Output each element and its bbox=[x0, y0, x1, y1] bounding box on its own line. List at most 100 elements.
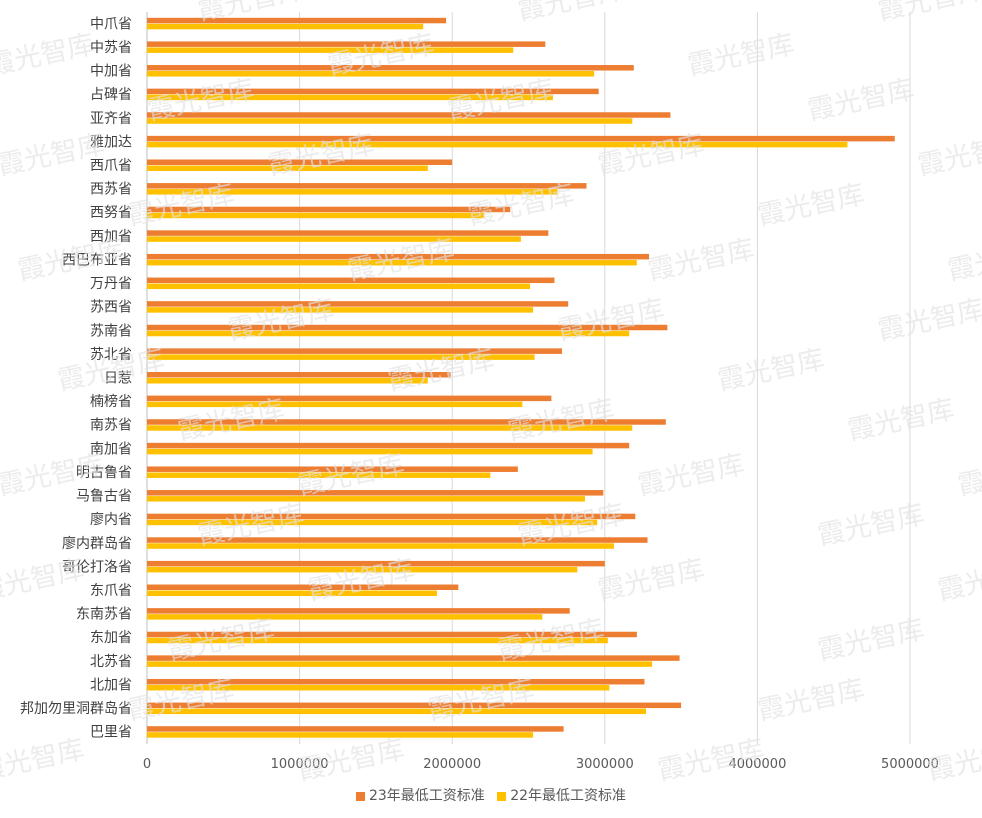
bar-22 bbox=[147, 684, 610, 691]
bar-22 bbox=[147, 472, 491, 478]
y-tick-label: 西努省 bbox=[90, 205, 132, 221]
y-tick-label: 北加省 bbox=[90, 677, 132, 693]
bar-22 bbox=[147, 165, 428, 171]
bar-22 bbox=[147, 189, 558, 195]
bar-22 bbox=[147, 708, 647, 715]
bar-22 bbox=[147, 590, 437, 597]
y-tick-label: 万丹省 bbox=[90, 276, 132, 292]
bar-22 bbox=[147, 732, 534, 738]
y-tick-label: 西苏省 bbox=[90, 182, 132, 198]
y-tick-label: 北苏省 bbox=[90, 654, 132, 670]
bar-23 bbox=[147, 419, 666, 425]
bar-23 bbox=[147, 41, 546, 47]
bar-22 bbox=[147, 236, 521, 242]
bar-23 bbox=[147, 537, 648, 543]
x-tick-label: 0 bbox=[143, 757, 151, 772]
bar-23 bbox=[147, 65, 634, 71]
x-tick-label: 3000000 bbox=[576, 757, 634, 772]
bar-23 bbox=[147, 490, 604, 496]
bar-22 bbox=[147, 378, 428, 384]
bar-22 bbox=[147, 566, 578, 573]
bar-22 bbox=[147, 330, 630, 337]
y-tick-label: 楠榜省 bbox=[90, 393, 132, 410]
legend-label-23: 23年最低工资标准 bbox=[368, 788, 485, 804]
bar-23 bbox=[147, 183, 587, 189]
bar-23 bbox=[147, 159, 453, 165]
bar-23 bbox=[147, 112, 671, 118]
bar-23 bbox=[147, 301, 569, 307]
bar-22 bbox=[147, 47, 514, 53]
x-tick-label: 2000000 bbox=[423, 757, 481, 772]
x-tick-label: 4000000 bbox=[728, 757, 786, 772]
y-tick-label: 廖内群岛省 bbox=[62, 535, 132, 552]
bar-23 bbox=[147, 17, 447, 24]
x-tick-label: 1000000 bbox=[271, 757, 329, 772]
y-tick-label: 廖内省 bbox=[90, 511, 132, 528]
bar-23 bbox=[147, 206, 511, 213]
bar-23 bbox=[147, 608, 570, 614]
y-tick-label: 南加省 bbox=[90, 441, 132, 457]
bar-22 bbox=[147, 401, 523, 408]
bar-23 bbox=[147, 513, 636, 520]
y-tick-label: 苏南省 bbox=[90, 323, 132, 339]
bar-23 bbox=[147, 584, 459, 591]
bar-23 bbox=[147, 655, 680, 661]
y-tick-label: 马鲁古省 bbox=[76, 489, 132, 505]
bar-23 bbox=[147, 277, 555, 284]
bar-23 bbox=[147, 726, 564, 732]
y-tick-label: 亚齐省 bbox=[90, 111, 132, 127]
y-tick-label: 雅加达 bbox=[90, 134, 132, 150]
bar-chart: 0 1000000 2000000 3000000 4000000 5000000 中爪省中… bbox=[20, 12, 939, 772]
bar-23 bbox=[147, 631, 637, 638]
bar-23 bbox=[147, 253, 650, 260]
y-tick-label: 西加省 bbox=[90, 229, 132, 245]
y-tick-label: 巴里省 bbox=[90, 725, 132, 741]
bar-23 bbox=[147, 230, 549, 236]
y-tick-label: 明古鲁省 bbox=[76, 465, 132, 481]
bar-22 bbox=[147, 637, 608, 644]
y-tick-label: 西爪省 bbox=[90, 158, 132, 174]
y-tick-label: 东南苏省 bbox=[76, 607, 132, 623]
bar-23 bbox=[147, 372, 451, 378]
y-tick-label: 西巴布亚省 bbox=[62, 252, 132, 268]
bar-23 bbox=[147, 348, 563, 354]
bar-22 bbox=[147, 259, 637, 266]
bar-23 bbox=[147, 395, 552, 402]
bar-22 bbox=[147, 23, 424, 30]
y-tick-label: 苏北省 bbox=[90, 347, 132, 363]
bar-22 bbox=[147, 212, 485, 219]
bar-22 bbox=[147, 425, 633, 431]
bar-22 bbox=[147, 283, 531, 290]
y-tick-label: 日惹 bbox=[104, 371, 132, 387]
bar-22 bbox=[147, 543, 614, 549]
bar-23 bbox=[147, 466, 518, 472]
y-tick-label: 东爪省 bbox=[90, 583, 132, 599]
bar-23 bbox=[147, 702, 682, 709]
y-tick-label: 哥伦打洛省 bbox=[62, 558, 132, 575]
y-tick-label: 中爪省 bbox=[90, 16, 132, 32]
y-tick-label: 东加省 bbox=[90, 630, 132, 646]
y-tick-label: 邦加勿里洞群岛省 bbox=[20, 701, 132, 717]
bar-23 bbox=[147, 88, 599, 95]
legend-swatch-22 bbox=[497, 791, 507, 801]
y-tick-label: 占碑省 bbox=[90, 87, 132, 103]
y-tick-label: 南苏省 bbox=[90, 418, 132, 434]
bar-22 bbox=[147, 661, 653, 667]
legend-label-22: 22年最低工资标准 bbox=[510, 788, 627, 804]
y-tick-label: 苏西省 bbox=[90, 300, 132, 316]
bar-23 bbox=[147, 135, 895, 142]
bar-22 bbox=[147, 519, 598, 526]
bar-22 bbox=[147, 118, 633, 124]
bar-22 bbox=[147, 141, 848, 148]
bar-22 bbox=[147, 448, 593, 455]
legend-item-22: 22年最低工资标准 bbox=[497, 785, 626, 805]
bar-22 bbox=[147, 71, 595, 77]
y-tick-label: 中苏省 bbox=[90, 40, 132, 56]
bar-22 bbox=[147, 496, 585, 502]
bar-23 bbox=[147, 442, 630, 449]
bar-22 bbox=[147, 307, 534, 313]
chart-legend: 23年最低工资标准 22年最低工资标准 bbox=[0, 785, 982, 805]
legend-swatch-23 bbox=[355, 791, 365, 801]
legend-item-23: 23年最低工资标准 bbox=[355, 785, 485, 805]
x-tick-label: 5000000 bbox=[881, 757, 939, 772]
